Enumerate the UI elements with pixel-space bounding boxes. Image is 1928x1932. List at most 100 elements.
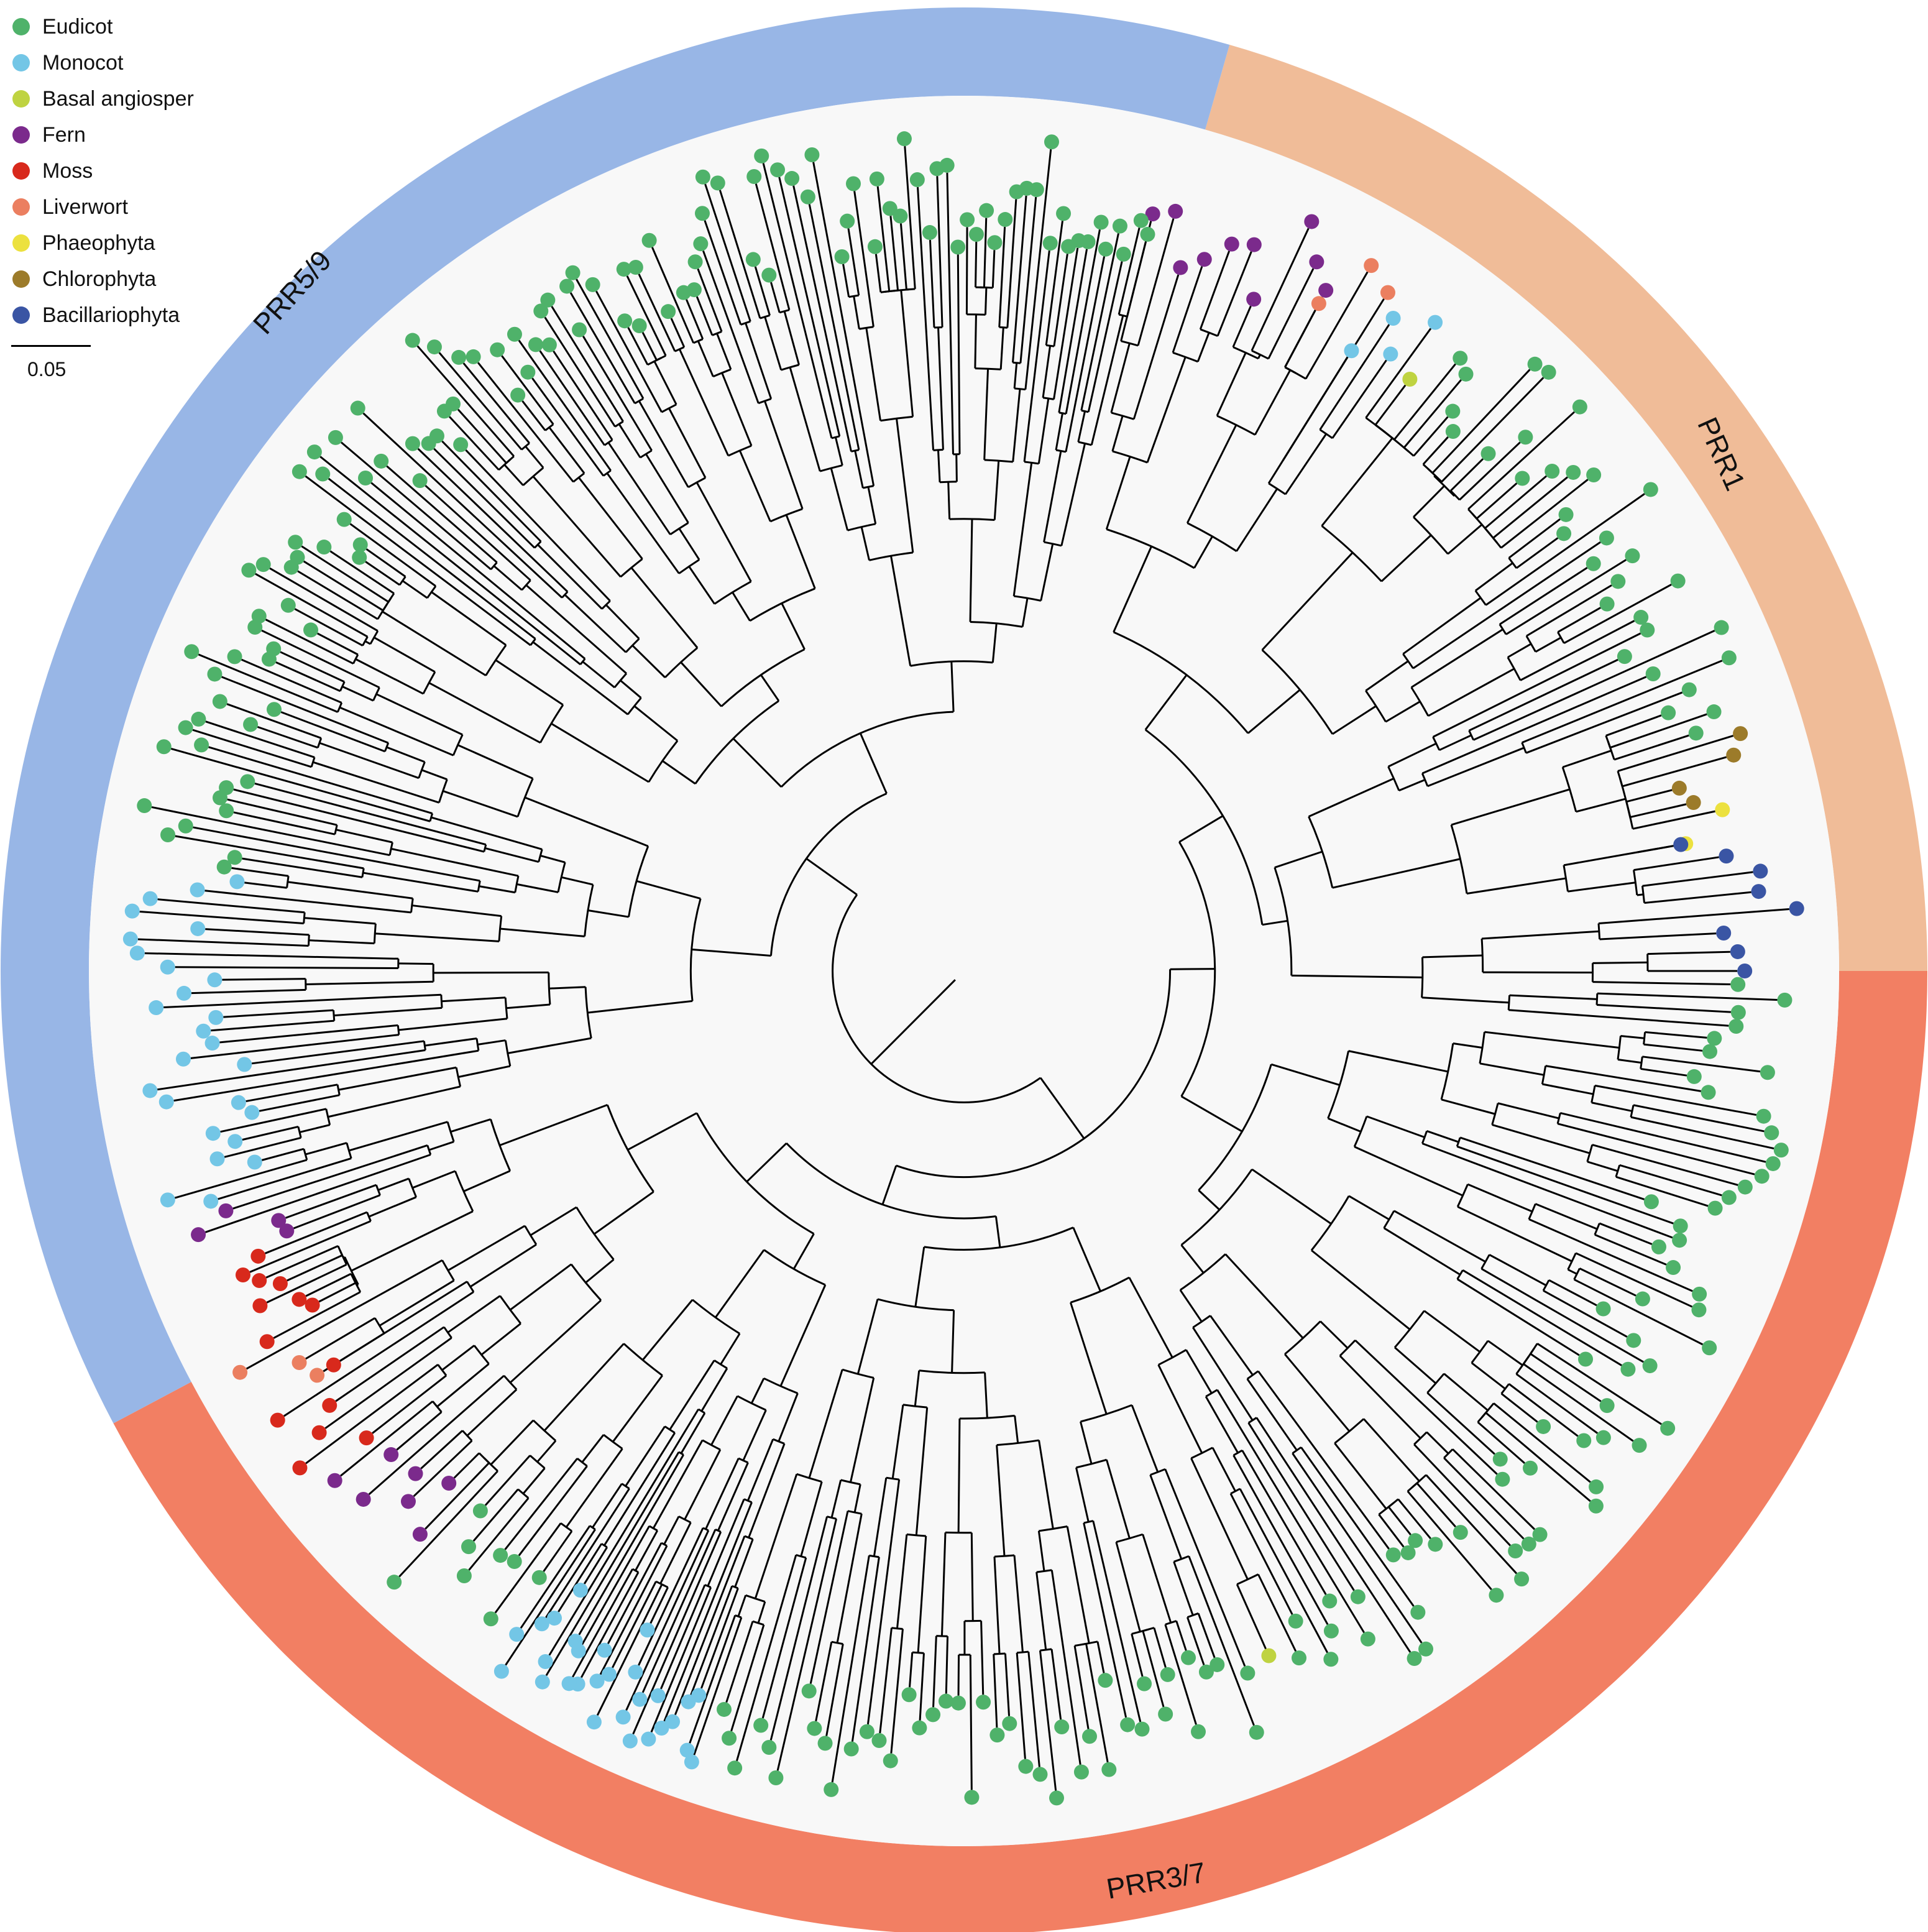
tip-branch	[1647, 950, 1730, 955]
tip-branch	[1257, 1370, 1390, 1550]
tip-branch	[242, 1125, 299, 1141]
internal-branch	[618, 423, 641, 458]
tip-node	[654, 1720, 669, 1736]
internal-branch	[652, 1440, 704, 1529]
tip-node	[1620, 1361, 1636, 1377]
tip-branch	[273, 1291, 361, 1339]
internal-branch	[537, 544, 603, 610]
tip-branch	[1039, 1650, 1057, 1791]
tip-branch	[576, 278, 645, 399]
internal-branch	[732, 592, 751, 622]
tip-node	[1042, 236, 1058, 251]
tip-branch	[1492, 476, 1568, 539]
tip-branch	[626, 275, 667, 356]
internal-branch	[543, 1343, 625, 1432]
tip-node	[387, 1575, 402, 1590]
tip-node	[1054, 1719, 1070, 1735]
internal-branch	[984, 287, 988, 315]
tip-node	[1134, 1721, 1150, 1737]
clade-ring	[1, 7, 1927, 1932]
tip-node	[1789, 901, 1804, 916]
tip-branch	[283, 1291, 474, 1417]
internal-branch	[853, 1484, 861, 1513]
internal-branch	[633, 705, 678, 742]
tip-node	[1625, 548, 1640, 564]
tip-node	[190, 882, 205, 898]
bacillariophyta-dot-icon	[12, 306, 30, 324]
internal-arc	[1013, 595, 1042, 602]
internal-branch	[412, 1170, 456, 1189]
tip-node	[251, 609, 267, 624]
tip-branch	[1459, 441, 1521, 501]
tip-node	[1751, 884, 1766, 899]
tip-branch	[246, 1259, 443, 1370]
tip-branch	[233, 788, 485, 853]
internal-branch	[783, 311, 800, 366]
tip-branch	[853, 191, 874, 327]
tip-node	[565, 265, 581, 280]
internal-branch	[1320, 1320, 1349, 1349]
tip-branch	[1545, 1065, 1701, 1092]
tip-node	[124, 903, 140, 919]
tip-branch	[545, 1451, 680, 1677]
tip-node	[1056, 206, 1072, 221]
internal-arc	[1456, 1269, 1464, 1280]
tip-node	[1480, 446, 1496, 461]
tip-node	[356, 1491, 371, 1507]
internal-arc	[1081, 409, 1089, 413]
tip-branch	[580, 1571, 640, 1678]
tip-node	[1098, 241, 1113, 257]
tip-branch	[599, 1545, 668, 1675]
tip-node	[310, 1368, 325, 1383]
tip-node	[1686, 795, 1701, 811]
tip-branch	[1560, 1111, 1766, 1163]
tip-branch	[316, 632, 359, 656]
tip-node	[461, 1539, 477, 1555]
tip-node	[205, 1126, 221, 1141]
tip-branch	[1528, 1218, 1693, 1292]
internal-branch	[431, 816, 543, 850]
internal-branch	[305, 980, 434, 985]
tip-branch	[1485, 493, 1645, 606]
tip-branch	[208, 746, 433, 814]
tip-branch	[1526, 584, 1612, 637]
tip-branch	[1233, 1455, 1329, 1625]
internal-arc	[728, 444, 752, 457]
tip-node	[824, 1782, 839, 1797]
liverwort-dot-icon	[12, 198, 30, 216]
internal-branch	[806, 857, 858, 896]
tip-branch	[1188, 1555, 1255, 1726]
tip-branch	[1083, 1522, 1127, 1718]
internal-arc	[366, 1212, 372, 1221]
moss-dot-icon	[12, 162, 30, 180]
tip-node	[950, 1695, 966, 1711]
internal-branch	[428, 1141, 454, 1151]
internal-branch	[716, 333, 732, 370]
internal-branch	[688, 566, 715, 605]
tip-node	[1536, 1419, 1551, 1434]
tip-node	[1288, 1613, 1303, 1629]
tip-branch	[370, 482, 586, 660]
tip-branch	[1523, 1363, 1634, 1442]
tip-branch	[1425, 1474, 1518, 1575]
tip-node	[665, 1714, 681, 1729]
tip-node	[326, 1357, 341, 1373]
tip-branch	[175, 966, 398, 970]
internal-branch	[1441, 1098, 1495, 1115]
tip-branch	[945, 1636, 949, 1694]
tip-branch	[365, 548, 406, 577]
tip-branch	[1615, 1175, 1709, 1207]
tip-branch	[190, 1034, 400, 1059]
tip-node	[1492, 1451, 1508, 1467]
tip-branch	[1632, 810, 1715, 830]
tip-node	[259, 1334, 275, 1350]
internal-branch	[746, 1438, 774, 1501]
tip-branch	[539, 350, 605, 446]
tip-branch	[261, 1148, 305, 1161]
internal-branch	[479, 885, 516, 894]
internal-branch	[1055, 413, 1063, 451]
internal-arc	[631, 1568, 639, 1573]
tip-node	[412, 1527, 428, 1542]
internal-branch	[1576, 798, 1626, 813]
tip-node	[960, 212, 975, 228]
